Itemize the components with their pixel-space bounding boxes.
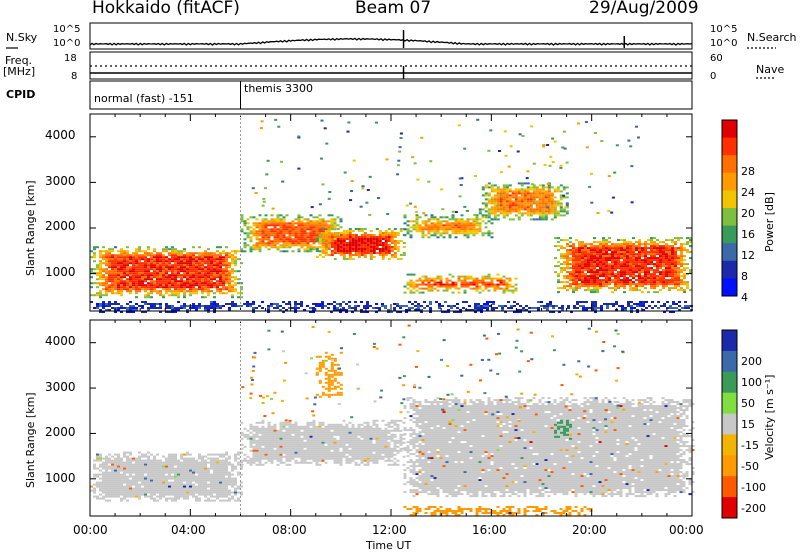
vel-cbar-tick-neg200: -200 — [741, 502, 766, 515]
velocity-echo-region-0 — [90, 451, 243, 502]
vel-cbar-tick-neg15: -15 — [741, 439, 759, 452]
power-ytick-3000: 3000 — [45, 174, 76, 188]
xtick-1600: 16:00 — [472, 523, 507, 537]
velocity-colorbar-swatch-0 — [722, 330, 737, 352]
power-colorbar-swatch-1 — [722, 137, 737, 156]
xtick-0000: 00:00 — [73, 523, 108, 537]
power-cbar-tick-24: 24 — [741, 186, 755, 199]
nave-label: Nave — [756, 63, 785, 76]
power-echo-region-0 — [90, 246, 243, 299]
beam-title: Beam 07 — [355, 0, 432, 18]
velocity-cbar-title: Velocity [m s⁻¹] — [763, 374, 776, 460]
nsearch-label: N.Search — [747, 31, 797, 44]
power-echo-region-2 — [315, 228, 406, 260]
xtick-0400: 04:00 — [171, 523, 206, 537]
power-colorbar-swatch-5 — [722, 208, 737, 227]
nave-tick-bottom: 0 — [710, 71, 717, 82]
velocity-colorbar-swatch-5 — [722, 434, 737, 456]
velocity-ytick-4000: 4000 — [45, 334, 76, 348]
power-colorbar-swatch-8 — [722, 260, 737, 279]
power-colorbar-swatch-9 — [722, 278, 737, 297]
freq-tick-bottom: 8 — [71, 71, 78, 82]
power-echo-region-7 — [90, 301, 693, 313]
velocity-echo-region-5 — [403, 506, 593, 516]
date-title: 29/Aug/2009 — [589, 0, 699, 18]
power-echo-region-3 — [403, 273, 518, 294]
power-cbar-tick-4: 4 — [741, 291, 748, 304]
cpid-label: CPID — [6, 88, 36, 101]
power-colorbar-swatch-4 — [722, 190, 737, 209]
power-cbar-title: Power [dB] — [763, 192, 776, 252]
power-cbar-tick-16: 16 — [741, 228, 755, 241]
velocity-echo-region-1 — [240, 419, 406, 466]
nsky-right-tick-bottom: 10^0 — [710, 38, 738, 49]
freq-label-line1: Freq. — [5, 54, 33, 67]
velocity-colorbar-frame — [721, 329, 738, 519]
velocity-scatter-echoes — [241, 324, 641, 422]
freq-tick-top: 18 — [64, 53, 77, 64]
nave-tick-top: 60 — [710, 53, 723, 64]
velocity-colorbar-swatch-1 — [722, 350, 737, 373]
power-ytick-2000: 2000 — [45, 219, 76, 233]
power-cbar-tick-28: 28 — [741, 165, 755, 178]
vel-cbar-tick-neg50: -50 — [741, 460, 759, 473]
power-ytick-4000: 4000 — [45, 128, 76, 142]
nsky-tick-bottom: 10^0 — [53, 38, 81, 49]
x-axis-label: Time UT — [366, 539, 412, 552]
power-y-axis-label: Slant Range [km] — [24, 180, 37, 276]
nsky-label: N.Sky — [6, 31, 38, 44]
velocity-ytick-1000: 1000 — [45, 471, 76, 485]
power-cbar-tick-20: 20 — [741, 207, 755, 220]
velocity-echo-region-4 — [554, 419, 572, 440]
xtick-2400: 00:00 — [669, 523, 704, 537]
power-echo-region-4 — [403, 214, 494, 239]
power-ytick-1000: 1000 — [45, 265, 76, 279]
velocity-colorbar-swatch-7 — [722, 476, 737, 498]
power-echo-region-6 — [554, 237, 692, 294]
power-colorbar-swatch-6 — [722, 225, 737, 244]
velocity-colorbar-swatch-6 — [722, 455, 737, 477]
velocity-ytick-2000: 2000 — [45, 425, 76, 439]
nsky-trace — [89, 37, 693, 46]
vel-cbar-tick-50: 50 — [741, 397, 755, 410]
velocity-echo-region-3 — [315, 351, 343, 398]
velocity-y-axis-label: Slant Range [km] — [24, 392, 37, 488]
power-colorbar-swatch-3 — [722, 172, 737, 191]
xtick-2000: 20:00 — [572, 523, 607, 537]
xtick-1200: 12:00 — [372, 523, 407, 537]
power-cbar-tick-8: 8 — [741, 270, 748, 283]
vel-cbar-tick-100: 100 — [741, 376, 762, 389]
power-colorbar-swatch-0 — [722, 120, 737, 139]
velocity-colorbar-swatch-8 — [722, 497, 737, 519]
nsky-strip-box — [89, 22, 693, 50]
cpid-mode-1: normal (fast) -151 — [94, 92, 194, 105]
nsky-tick-top: 10^5 — [53, 24, 81, 35]
xtick-0800: 08:00 — [272, 523, 307, 537]
velocity-echo-region-2 — [403, 397, 695, 498]
velocity-colorbar-swatch-2 — [722, 371, 737, 394]
nsky-right-tick-top: 10^5 — [710, 24, 738, 35]
velocity-ytick-3000: 3000 — [45, 380, 76, 394]
power-colorbar-swatch-2 — [722, 155, 737, 174]
vel-cbar-tick-neg100: -100 — [741, 481, 766, 494]
power-cbar-tick-12: 12 — [741, 249, 755, 262]
cpid-mode-2: themis 3300 — [244, 82, 314, 95]
power-colorbar-frame — [721, 119, 738, 297]
station-title: Hokkaido (fitACF) — [92, 0, 240, 18]
freq-label-line2: [MHz] — [3, 65, 36, 78]
cpid-strip-box — [89, 80, 693, 110]
velocity-colorbar-swatch-4 — [722, 413, 737, 435]
vel-cbar-tick-200: 200 — [741, 355, 762, 368]
power-colorbar-swatch-7 — [722, 243, 737, 262]
power-scatter-echoes — [251, 118, 640, 216]
velocity-colorbar-swatch-3 — [722, 392, 737, 415]
power-echo-region-5 — [478, 182, 569, 221]
vel-cbar-tick-15: 15 — [741, 418, 755, 431]
